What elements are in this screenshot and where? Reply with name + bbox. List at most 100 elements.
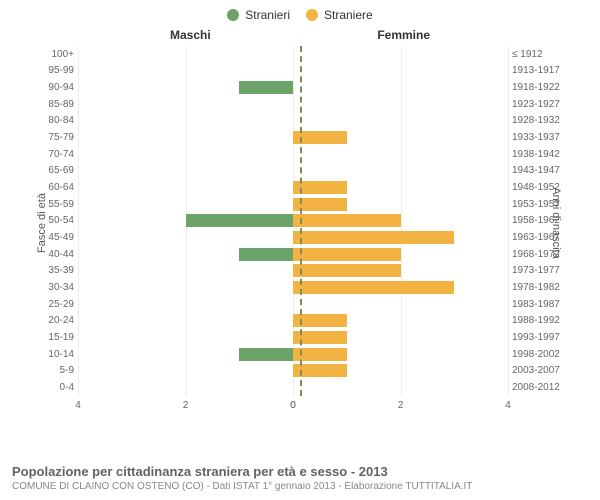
age-label: 65-69 bbox=[30, 165, 74, 176]
chart-row: 15-191993-1997 bbox=[78, 329, 508, 346]
birth-year-label: ≤ 1912 bbox=[512, 49, 576, 60]
bar-female bbox=[293, 281, 454, 294]
x-tick-label: 0 bbox=[290, 400, 296, 411]
birth-year-label: 2003-2007 bbox=[512, 365, 576, 376]
age-label: 0-4 bbox=[30, 382, 74, 393]
bar-female bbox=[293, 264, 401, 277]
age-label: 35-39 bbox=[30, 265, 74, 276]
bar-area bbox=[78, 264, 508, 277]
birth-year-label: 1963-1967 bbox=[512, 232, 576, 243]
bar-area bbox=[78, 364, 508, 377]
bar-female bbox=[293, 214, 401, 227]
x-axis-ticks: 420024 bbox=[78, 400, 508, 414]
bar-area bbox=[78, 348, 508, 361]
chart-row: 20-241988-1992 bbox=[78, 313, 508, 330]
bar-area bbox=[78, 48, 508, 61]
birth-year-label: 1973-1977 bbox=[512, 265, 576, 276]
age-label: 30-34 bbox=[30, 282, 74, 293]
chart-subtitle: COMUNE DI CLAINO CON OSTENO (CO) - Dati … bbox=[12, 481, 588, 492]
age-label: 15-19 bbox=[30, 332, 74, 343]
age-label: 80-84 bbox=[30, 115, 74, 126]
birth-year-label: 1918-1922 bbox=[512, 82, 576, 93]
legend: Stranieri Straniere bbox=[0, 0, 600, 22]
age-label: 60-64 bbox=[30, 182, 74, 193]
birth-year-label: 1983-1987 bbox=[512, 299, 576, 310]
age-label: 55-59 bbox=[30, 199, 74, 210]
chart-row: 80-841928-1932 bbox=[78, 113, 508, 130]
chart-row: 45-491963-1967 bbox=[78, 229, 508, 246]
bar-area bbox=[78, 314, 508, 327]
chart-row: 90-941918-1922 bbox=[78, 79, 508, 96]
chart-row: 40-441968-1972 bbox=[78, 246, 508, 263]
bar-area bbox=[78, 231, 508, 244]
birth-year-label: 2008-2012 bbox=[512, 382, 576, 393]
chart-footer: Popolazione per cittadinanza straniera p… bbox=[12, 464, 588, 492]
bar-area bbox=[78, 131, 508, 144]
legend-swatch-male bbox=[227, 9, 239, 21]
bar-area bbox=[78, 198, 508, 211]
chart-row: 25-291983-1987 bbox=[78, 296, 508, 313]
chart-row: 10-141998-2002 bbox=[78, 346, 508, 363]
gridline bbox=[508, 46, 509, 396]
bar-male bbox=[186, 214, 294, 227]
birth-year-label: 1933-1937 bbox=[512, 132, 576, 143]
chart-row: 30-341978-1982 bbox=[78, 279, 508, 296]
column-header-male: Maschi bbox=[170, 28, 211, 42]
center-axis-line bbox=[300, 46, 302, 396]
chart-row: 60-641948-1952 bbox=[78, 179, 508, 196]
bar-female bbox=[293, 231, 454, 244]
age-label: 50-54 bbox=[30, 215, 74, 226]
birth-year-label: 1938-1942 bbox=[512, 149, 576, 160]
x-tick-label: 2 bbox=[398, 400, 404, 411]
chart-row: 65-691943-1947 bbox=[78, 163, 508, 180]
legend-label-male: Stranieri bbox=[245, 8, 290, 22]
bar-area bbox=[78, 331, 508, 344]
age-label: 70-74 bbox=[30, 149, 74, 160]
bar-male bbox=[239, 348, 293, 361]
age-label: 40-44 bbox=[30, 249, 74, 260]
chart-row: 0-42008-2012 bbox=[78, 379, 508, 396]
chart-row: 85-891923-1927 bbox=[78, 96, 508, 113]
chart-row: 100+≤ 1912 bbox=[78, 46, 508, 63]
bar-area bbox=[78, 248, 508, 261]
pyramid-chart: Maschi Femmine Fasce di età Anni di nasc… bbox=[20, 28, 580, 418]
age-label: 25-29 bbox=[30, 299, 74, 310]
birth-year-label: 1993-1997 bbox=[512, 332, 576, 343]
x-tick-label: 4 bbox=[75, 400, 81, 411]
chart-row: 5-92003-2007 bbox=[78, 362, 508, 379]
birth-year-label: 1968-1972 bbox=[512, 249, 576, 260]
birth-year-label: 1978-1982 bbox=[512, 282, 576, 293]
bar-area bbox=[78, 98, 508, 111]
chart-row: 95-991913-1917 bbox=[78, 63, 508, 80]
column-header-female: Femmine bbox=[377, 28, 430, 42]
legend-item-male: Stranieri bbox=[227, 8, 290, 22]
age-label: 85-89 bbox=[30, 99, 74, 110]
age-label: 95-99 bbox=[30, 65, 74, 76]
birth-year-label: 1943-1947 bbox=[512, 165, 576, 176]
chart-row: 75-791933-1937 bbox=[78, 129, 508, 146]
age-label: 75-79 bbox=[30, 132, 74, 143]
bar-area bbox=[78, 281, 508, 294]
bar-area bbox=[78, 214, 508, 227]
bar-area bbox=[78, 114, 508, 127]
age-label: 90-94 bbox=[30, 82, 74, 93]
chart-row: 70-741938-1942 bbox=[78, 146, 508, 163]
age-label: 100+ bbox=[30, 49, 74, 60]
legend-label-female: Straniere bbox=[324, 8, 373, 22]
birth-year-label: 1923-1927 bbox=[512, 99, 576, 110]
age-label: 20-24 bbox=[30, 315, 74, 326]
bar-female bbox=[293, 248, 401, 261]
chart-row: 50-541958-1962 bbox=[78, 213, 508, 230]
chart-row: 55-591953-1957 bbox=[78, 196, 508, 213]
bar-area bbox=[78, 64, 508, 77]
birth-year-label: 1928-1932 bbox=[512, 115, 576, 126]
birth-year-label: 1913-1917 bbox=[512, 65, 576, 76]
age-label: 45-49 bbox=[30, 232, 74, 243]
plot-area: 100+≤ 191295-991913-191790-941918-192285… bbox=[78, 46, 508, 396]
bar-area bbox=[78, 164, 508, 177]
bar-male bbox=[239, 248, 293, 261]
bar-area bbox=[78, 298, 508, 311]
x-tick-label: 4 bbox=[505, 400, 511, 411]
birth-year-label: 1958-1962 bbox=[512, 215, 576, 226]
bar-area bbox=[78, 148, 508, 161]
